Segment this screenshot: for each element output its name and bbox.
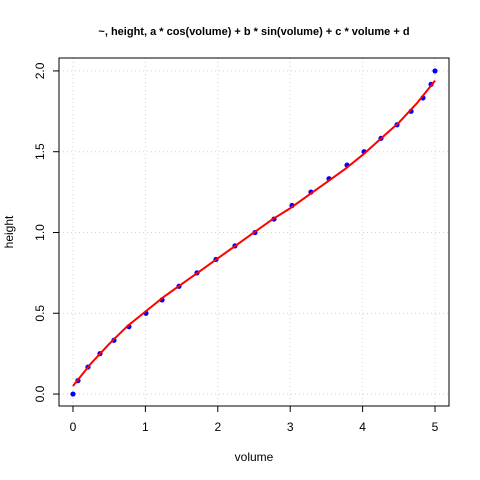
fit-line <box>72 79 436 387</box>
y-axis-label: height <box>2 215 16 248</box>
y-tick-label: 2.0 <box>33 62 47 79</box>
y-tick-label: 0.5 <box>33 305 47 322</box>
x-axis-label: volume <box>235 450 274 464</box>
x-tick-label: 3 <box>287 420 294 434</box>
plot-frame <box>58 57 450 407</box>
x-tick-label: 0 <box>70 420 77 434</box>
chart-title: ~, height, a * cos(volume) + b * sin(vol… <box>98 26 409 38</box>
point <box>432 68 438 74</box>
y-tick-label: 1.5 <box>33 143 47 160</box>
x-tick-label: 1 <box>142 420 149 434</box>
x-tick-label: 2 <box>214 420 221 434</box>
y-tick-label: 0.0 <box>33 385 47 402</box>
point <box>70 391 76 397</box>
x-tick-label: 5 <box>432 420 439 434</box>
x-tick-label: 4 <box>359 420 366 434</box>
y-tick-label: 1.0 <box>33 224 47 241</box>
